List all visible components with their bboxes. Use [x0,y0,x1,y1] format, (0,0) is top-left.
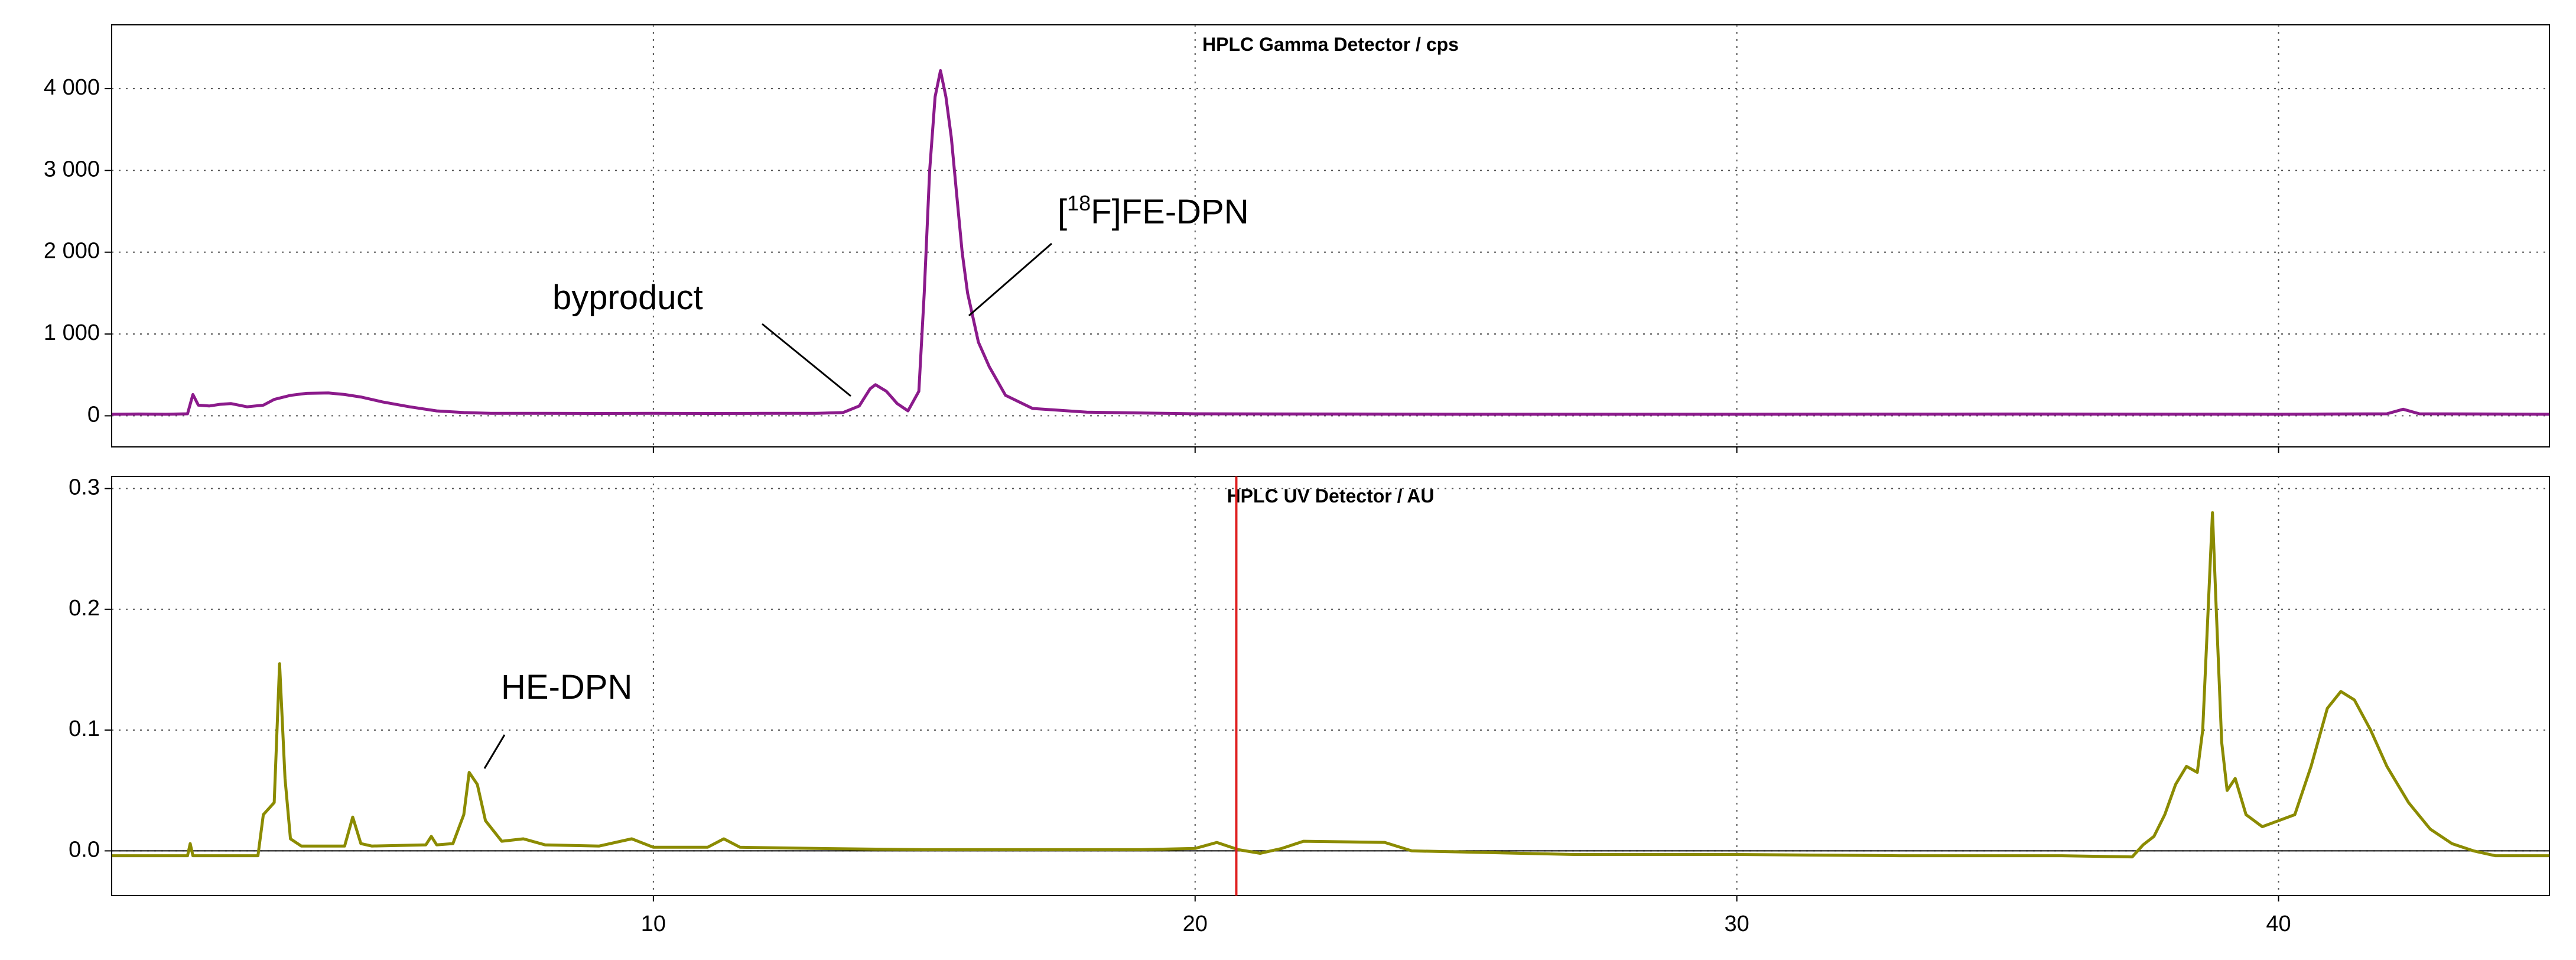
x-tick-label: 40 [2266,912,2291,936]
y-tick-label: 0.2 [69,596,100,621]
y-tick-label: 0.0 [69,837,100,862]
plot-frame [111,24,2550,447]
annotation-arrow [483,734,506,769]
plot-title: HPLC Gamma Detector / cps [1202,34,1459,55]
x-tick-label: 30 [1725,912,1749,936]
annotation-arrow [762,323,851,397]
x-tick-label: 10 [641,912,666,936]
plot-frame [111,476,2550,896]
y-tick-label: 0.3 [69,475,100,500]
plot-title: HPLC UV Detector / AU [1227,485,1435,507]
annotation-text: F]FE-DPN [1091,193,1248,231]
x-tick-label: 20 [1183,912,1208,936]
y-tick-label: 3 000 [44,157,100,181]
y-tick-label: 0.1 [69,716,100,741]
y-tick-label: 2 000 [44,239,100,264]
annotation-text: byproduct [552,278,703,317]
annotation: HE-DPN [501,668,632,706]
y-tick-label: 1 000 [44,320,100,345]
trace [112,511,2549,859]
y-tick-label: 4 000 [44,75,100,100]
annotation: byproduct [552,278,703,317]
y-tick-label: 0 [87,402,100,427]
annotation-text: HE-DPN [501,668,632,706]
annotation-superscript: 18 [1067,191,1091,215]
annotation-prefix: [ [1058,193,1067,231]
trace [111,69,2550,416]
annotation: [18F]FE-DPN [1058,191,1249,231]
annotation-arrow [968,242,1052,317]
